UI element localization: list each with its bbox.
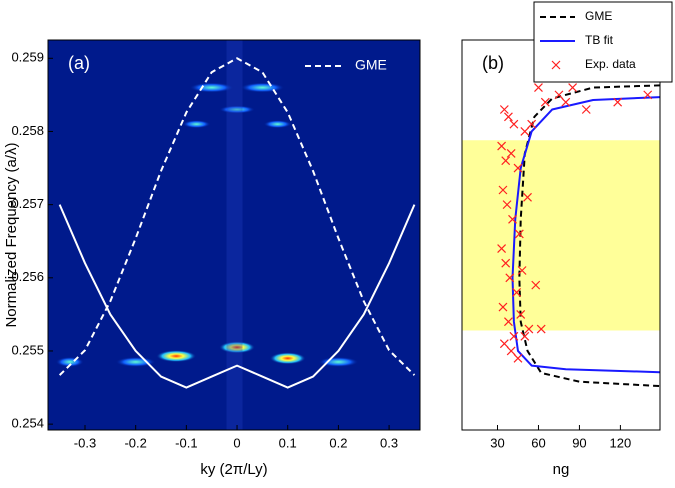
plot-area [462,83,660,388]
plot-area [48,40,420,430]
data-point [613,97,623,107]
x-tick-label: 30 [490,435,504,450]
curve [58,57,416,376]
data-point [497,141,507,151]
legend-label: Exp. data [585,57,636,71]
y-tick-label: 0.255 [11,342,44,357]
data-point [527,119,537,129]
y-tick-label: 0.259 [11,50,44,65]
data-point [561,97,571,107]
y-axis-label: Normalized Frequency (a/λ) [3,142,20,327]
x-tick-label: -0.1 [175,435,197,450]
data-point [531,280,541,290]
heatmap-column [226,40,243,430]
data-point [497,244,507,253]
panel-label: (a) [68,53,90,73]
data-point [506,148,516,158]
legend-label: GME [585,9,612,23]
plot-frame [47,39,421,431]
heatmap-spot [156,350,197,363]
data-point [517,266,527,275]
band [462,140,660,331]
x-axis-label: ky (2π/Ly) [200,461,267,478]
x-tick-label: 0.3 [380,435,398,450]
curve [58,204,416,389]
y-tick-label: 0.256 [11,269,44,284]
data-point [499,105,509,114]
data-point [520,127,530,136]
data-point [536,324,546,334]
heatmap-spot [115,356,156,367]
x-tick-label: 120 [610,435,632,450]
data-point [643,90,653,100]
x-tick-label: 0 [233,435,240,450]
legend-label: GME [355,57,387,73]
heatmap-spot [182,120,211,129]
heatmap-spot [240,82,285,93]
data-point [540,97,550,107]
data-point [568,83,578,92]
x-tick-label: -0.3 [74,435,96,450]
data-point [498,302,508,312]
data-point [513,353,523,363]
data-point [501,156,511,166]
data-point [514,229,524,239]
x-tick-label: 0.1 [279,435,297,450]
legend-label: TB fit [585,33,614,47]
curve [518,84,660,388]
data-point [505,273,515,283]
data-point [581,105,591,114]
data-point [504,112,513,122]
data-point [534,83,543,92]
data-point [512,288,522,297]
data-point [506,346,516,356]
x-tick-label: 60 [531,435,545,450]
curve [511,96,660,374]
heatmap-spot [269,352,306,365]
data-point [498,185,508,195]
y-tick-label: 0.257 [11,196,44,211]
data-point [516,309,526,319]
data-point [509,119,519,129]
legend-swatch [551,60,561,70]
data-point [499,339,509,349]
data-point [513,163,523,173]
x-tick-label: 90 [572,435,586,450]
data-point [524,324,534,334]
data-point [501,258,511,268]
data-point [523,192,532,202]
y-tick-label: 0.258 [11,123,44,138]
heatmap-background [48,40,420,430]
heatmap-spot [219,105,256,114]
x-tick-label: 0.2 [329,435,347,450]
heatmap-spot [318,356,359,367]
data-point [509,331,519,341]
heatmap-spot [219,341,256,354]
x-axis-label: ng [553,461,570,478]
data-point [504,317,513,327]
data-point [520,331,530,341]
data-point [554,90,564,100]
panel-label: (b) [482,53,504,73]
data-point [508,214,517,224]
data-point [502,200,512,210]
x-tick-label: -0.2 [124,435,146,450]
y-tick-label: 0.254 [11,416,44,431]
heatmap-spot [263,120,292,129]
